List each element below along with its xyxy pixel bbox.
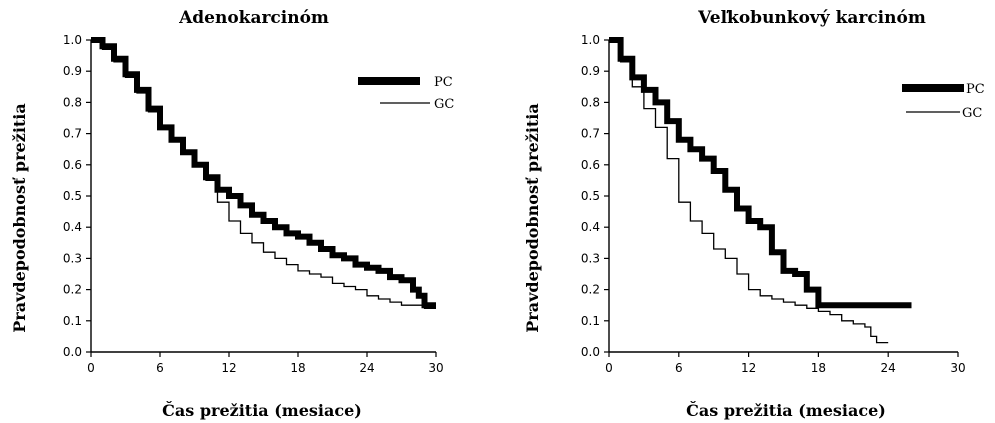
chart-panel-large-cell: Veľkobunkový karcinóm Čas prežitia (mesi… xyxy=(523,8,985,420)
y-tick-label: 0.5 xyxy=(581,189,600,203)
x-tick-label: 30 xyxy=(950,361,965,375)
y-tick-label: 0.9 xyxy=(63,64,82,78)
y-tick-label: 0.8 xyxy=(581,95,600,109)
y-tick-label: 0.3 xyxy=(63,251,82,265)
y-axis-label: Pravdepodobnosť prežitia xyxy=(523,103,542,332)
x-tick-label: 24 xyxy=(881,361,896,375)
x-tick-label: 6 xyxy=(156,361,164,375)
legend: PC GC xyxy=(902,82,985,121)
y-tick-label: 1.0 xyxy=(581,33,600,47)
x-tick-label: 24 xyxy=(359,361,374,375)
y-tick-label: 0.6 xyxy=(63,158,82,172)
series-line-pc xyxy=(91,37,436,309)
y-tick-label: 0.9 xyxy=(581,64,600,78)
chart-panel-adenocarcinoma: Adenokarcinóm Čas prežitia (mesiace) Pra… xyxy=(10,8,454,420)
y-tick-label: 0.7 xyxy=(63,127,82,141)
y-tick-label: 0.1 xyxy=(63,314,82,328)
x-tick-label: 0 xyxy=(605,361,613,375)
series-line-gc xyxy=(609,39,889,344)
y-tick-label: 0.7 xyxy=(581,127,600,141)
y-tick-label: 0.2 xyxy=(63,283,82,297)
y-tick-label: 0.3 xyxy=(581,251,600,265)
x-tick-label: 0 xyxy=(87,361,95,375)
y-tick-label: 0.0 xyxy=(581,345,600,359)
x-tick-label: 30 xyxy=(428,361,443,375)
y-tick-label: 0.1 xyxy=(581,314,600,328)
plot-area: 0.0 0.1 0.2 0.3 0.4 0.5 0.6 0.7 0.8 0.9 1.0 0 6 12 18 2… xyxy=(581,33,966,375)
plot-area: 0.0 0.1 0.2 0.3 0.4 0.5 0.6 0.7 0.8 0.9 1.0 0 6 12 18 2… xyxy=(63,33,444,375)
y-tick-label: 0.8 xyxy=(63,95,82,109)
chart-title: Veľkobunkový karcinóm xyxy=(697,8,926,28)
x-axis-label: Čas prežitia (mesiace) xyxy=(686,400,886,420)
x-tick-label: 12 xyxy=(221,361,236,375)
y-axis-label: Pravdepodobnosť prežitia xyxy=(10,103,29,332)
legend-label-gc: GC xyxy=(962,106,982,121)
x-tick-label: 18 xyxy=(290,361,305,375)
y-tick-label: 0.0 xyxy=(63,345,82,359)
x-tick-label: 12 xyxy=(741,361,756,375)
series-line-gc xyxy=(91,39,436,309)
x-axis-label: Čas prežitia (mesiace) xyxy=(162,400,362,420)
y-tick-label: 0.5 xyxy=(63,189,82,203)
x-tick-label: 18 xyxy=(811,361,826,375)
y-tick-label: 0.6 xyxy=(581,158,600,172)
legend-label-gc: GC xyxy=(434,97,454,112)
legend-label-pc: PC xyxy=(966,82,985,97)
legend-label-pc: PC xyxy=(434,75,453,90)
legend: PC GC xyxy=(358,75,454,112)
series-line-pc xyxy=(609,37,912,309)
y-tick-label: 1.0 xyxy=(63,33,82,47)
y-tick-label: 0.4 xyxy=(581,220,600,234)
y-tick-label: 0.4 xyxy=(63,220,82,234)
x-tick-label: 6 xyxy=(675,361,683,375)
y-tick-label: 0.2 xyxy=(581,283,600,297)
chart-title: Adenokarcinóm xyxy=(178,8,329,28)
